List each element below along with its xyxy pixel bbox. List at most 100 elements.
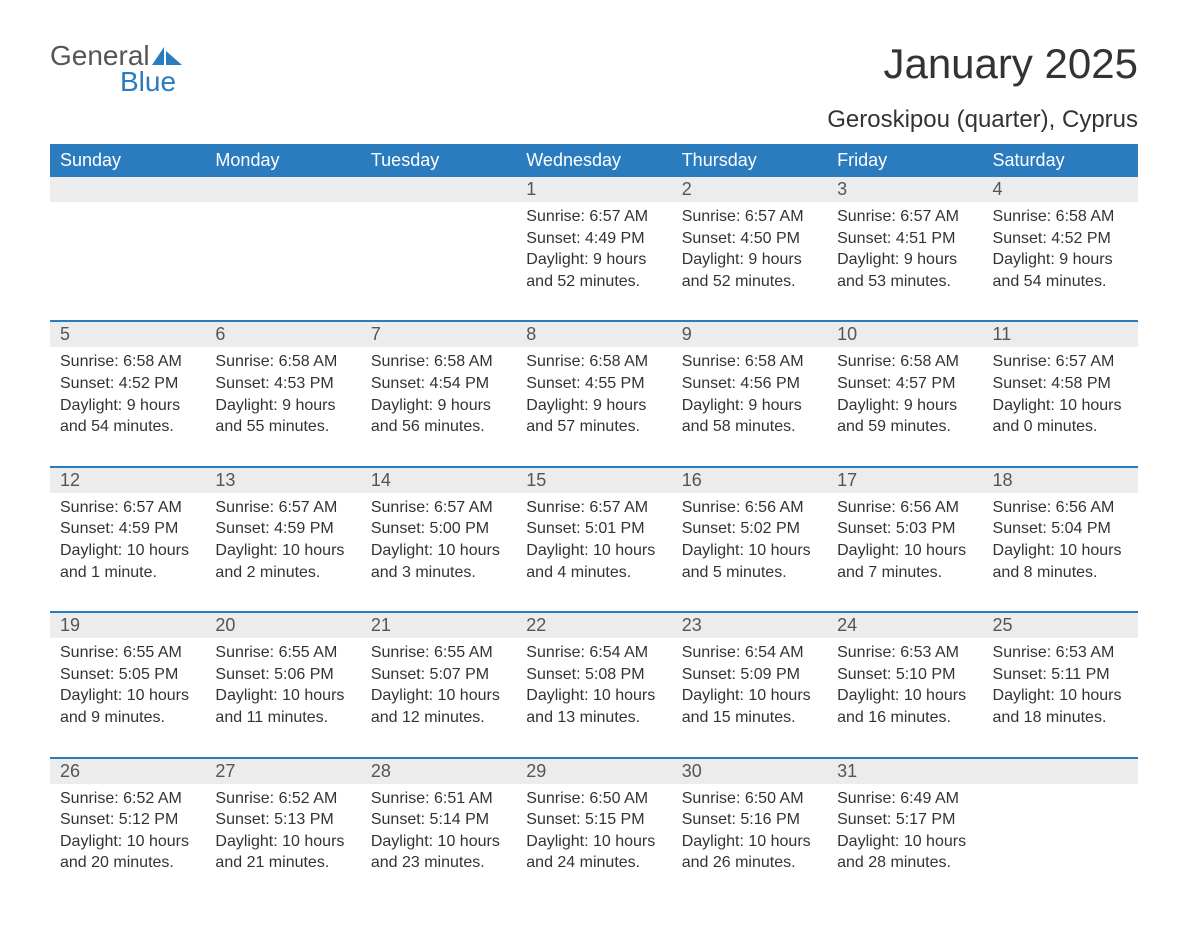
daylight-line: Daylight: 10 hours and 18 minutes. (993, 685, 1128, 728)
sunrise-line: Sunrise: 6:50 AM (526, 788, 661, 810)
sunset-line: Sunset: 5:15 PM (526, 809, 661, 831)
day-content-cell: Sunrise: 6:56 AMSunset: 5:04 PMDaylight:… (983, 493, 1138, 611)
daylight-line: Daylight: 9 hours and 52 minutes. (526, 249, 661, 292)
day-content-cell: Sunrise: 6:57 AMSunset: 4:51 PMDaylight:… (827, 202, 982, 320)
day-number-cell: 17 (827, 468, 982, 493)
sunset-line: Sunset: 4:59 PM (60, 518, 195, 540)
sunrise-line: Sunrise: 6:57 AM (682, 206, 817, 228)
sunrise-line: Sunrise: 6:57 AM (837, 206, 972, 228)
sunset-line: Sunset: 5:00 PM (371, 518, 506, 540)
logo: General Blue (50, 40, 182, 98)
day-content-cell (50, 202, 205, 320)
daylight-line: Daylight: 10 hours and 24 minutes. (526, 831, 661, 874)
logo-text-blue: Blue (120, 66, 182, 98)
daylight-line: Daylight: 9 hours and 59 minutes. (837, 395, 972, 438)
day-number-cell: 15 (516, 468, 671, 493)
weekday-header: Tuesday (361, 144, 516, 177)
day-number-cell: 31 (827, 759, 982, 784)
day-number-cell: 25 (983, 613, 1138, 638)
sunset-line: Sunset: 4:52 PM (60, 373, 195, 395)
sunrise-line: Sunrise: 6:58 AM (215, 351, 350, 373)
day-content-cell: Sunrise: 6:55 AMSunset: 5:06 PMDaylight:… (205, 638, 360, 756)
sunrise-line: Sunrise: 6:51 AM (371, 788, 506, 810)
sunrise-line: Sunrise: 6:53 AM (993, 642, 1128, 664)
sunrise-line: Sunrise: 6:50 AM (682, 788, 817, 810)
sunrise-line: Sunrise: 6:57 AM (993, 351, 1128, 373)
day-number-cell: 7 (361, 322, 516, 347)
day-number-cell: 6 (205, 322, 360, 347)
sunrise-line: Sunrise: 6:58 AM (60, 351, 195, 373)
header-row: General Blue January 2025 Geroskipou (qu… (50, 40, 1138, 144)
sunset-line: Sunset: 5:17 PM (837, 809, 972, 831)
sunset-line: Sunset: 5:11 PM (993, 664, 1128, 686)
sunset-line: Sunset: 5:12 PM (60, 809, 195, 831)
day-number-cell: 20 (205, 613, 360, 638)
day-number-cell: 2 (672, 177, 827, 202)
day-content-cell: Sunrise: 6:55 AMSunset: 5:07 PMDaylight:… (361, 638, 516, 756)
day-number-cell (361, 177, 516, 202)
sunrise-line: Sunrise: 6:54 AM (682, 642, 817, 664)
weekday-header: Monday (205, 144, 360, 177)
daylight-line: Daylight: 10 hours and 16 minutes. (837, 685, 972, 728)
month-title: January 2025 (827, 40, 1138, 88)
day-number-cell: 8 (516, 322, 671, 347)
day-number-cell: 13 (205, 468, 360, 493)
sunrise-line: Sunrise: 6:56 AM (837, 497, 972, 519)
sunrise-line: Sunrise: 6:57 AM (526, 497, 661, 519)
day-content-cell: Sunrise: 6:54 AMSunset: 5:08 PMDaylight:… (516, 638, 671, 756)
day-content-cell (983, 784, 1138, 902)
daylight-line: Daylight: 9 hours and 53 minutes. (837, 249, 972, 292)
daylight-line: Daylight: 10 hours and 13 minutes. (526, 685, 661, 728)
day-number-cell (50, 177, 205, 202)
day-number-cell: 28 (361, 759, 516, 784)
daylight-line: Daylight: 10 hours and 3 minutes. (371, 540, 506, 583)
location-subtitle: Geroskipou (quarter), Cyprus (827, 106, 1138, 134)
daylight-line: Daylight: 10 hours and 26 minutes. (682, 831, 817, 874)
sunrise-line: Sunrise: 6:55 AM (371, 642, 506, 664)
sunrise-line: Sunrise: 6:53 AM (837, 642, 972, 664)
sunrise-line: Sunrise: 6:49 AM (837, 788, 972, 810)
day-content-cell: Sunrise: 6:53 AMSunset: 5:11 PMDaylight:… (983, 638, 1138, 756)
weekday-header: Saturday (983, 144, 1138, 177)
daylight-line: Daylight: 10 hours and 28 minutes. (837, 831, 972, 874)
day-number-cell (205, 177, 360, 202)
sunset-line: Sunset: 5:13 PM (215, 809, 350, 831)
day-number-cell: 18 (983, 468, 1138, 493)
sunset-line: Sunset: 5:03 PM (837, 518, 972, 540)
weekday-header: Wednesday (516, 144, 671, 177)
daylight-line: Daylight: 9 hours and 58 minutes. (682, 395, 817, 438)
day-number-cell: 12 (50, 468, 205, 493)
daylight-line: Daylight: 9 hours and 54 minutes. (60, 395, 195, 438)
sunrise-line: Sunrise: 6:58 AM (371, 351, 506, 373)
day-content-cell: Sunrise: 6:50 AMSunset: 5:15 PMDaylight:… (516, 784, 671, 902)
day-content-cell: Sunrise: 6:52 AMSunset: 5:12 PMDaylight:… (50, 784, 205, 902)
sunrise-line: Sunrise: 6:57 AM (60, 497, 195, 519)
sunset-line: Sunset: 4:59 PM (215, 518, 350, 540)
daylight-line: Daylight: 9 hours and 54 minutes. (993, 249, 1128, 292)
day-number-cell: 4 (983, 177, 1138, 202)
sunset-line: Sunset: 4:56 PM (682, 373, 817, 395)
sunrise-line: Sunrise: 6:57 AM (371, 497, 506, 519)
day-content-cell: Sunrise: 6:55 AMSunset: 5:05 PMDaylight:… (50, 638, 205, 756)
day-content-cell: Sunrise: 6:57 AMSunset: 4:58 PMDaylight:… (983, 347, 1138, 465)
title-block: January 2025 Geroskipou (quarter), Cypru… (827, 40, 1138, 144)
daylight-line: Daylight: 9 hours and 55 minutes. (215, 395, 350, 438)
day-number-cell: 10 (827, 322, 982, 347)
daylight-line: Daylight: 10 hours and 21 minutes. (215, 831, 350, 874)
day-number-cell: 16 (672, 468, 827, 493)
daylight-line: Daylight: 10 hours and 7 minutes. (837, 540, 972, 583)
daylight-line: Daylight: 9 hours and 52 minutes. (682, 249, 817, 292)
day-content-cell: Sunrise: 6:58 AMSunset: 4:53 PMDaylight:… (205, 347, 360, 465)
day-number-cell: 1 (516, 177, 671, 202)
sunset-line: Sunset: 4:55 PM (526, 373, 661, 395)
day-number-cell: 26 (50, 759, 205, 784)
day-number-cell: 19 (50, 613, 205, 638)
day-content-cell: Sunrise: 6:57 AMSunset: 5:01 PMDaylight:… (516, 493, 671, 611)
sunset-line: Sunset: 5:10 PM (837, 664, 972, 686)
day-number-cell: 5 (50, 322, 205, 347)
day-content-cell: Sunrise: 6:57 AMSunset: 5:00 PMDaylight:… (361, 493, 516, 611)
day-content-cell: Sunrise: 6:56 AMSunset: 5:02 PMDaylight:… (672, 493, 827, 611)
daylight-line: Daylight: 10 hours and 2 minutes. (215, 540, 350, 583)
day-number-cell: 3 (827, 177, 982, 202)
sunset-line: Sunset: 4:50 PM (682, 228, 817, 250)
